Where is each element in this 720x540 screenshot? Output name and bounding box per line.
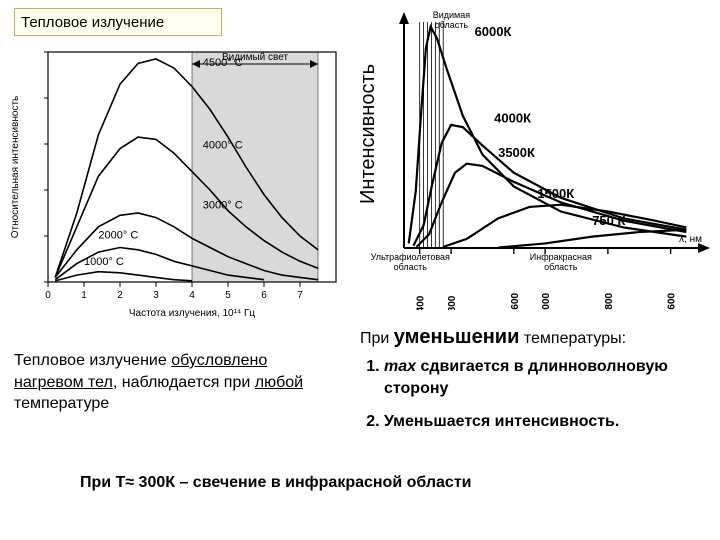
svg-text:2800: 2800 xyxy=(604,292,615,310)
svg-text:6000К: 6000К xyxy=(475,24,512,39)
svg-text:область: область xyxy=(544,262,578,272)
svg-text:4000К: 4000К xyxy=(494,111,531,126)
svg-text:1: 1 xyxy=(81,290,87,301)
list-item-2-t: Уменьшается интенсивность. xyxy=(384,413,619,430)
svg-text:4000° C: 4000° C xyxy=(203,140,243,152)
svg-text:3600: 3600 xyxy=(667,292,678,310)
slide-title: Тепловое излучение xyxy=(14,8,222,36)
para-left-suffix: температуре xyxy=(14,395,109,412)
para-left: Тепловое излучение обусловлено нагревом … xyxy=(14,350,334,415)
svg-text:3500К: 3500К xyxy=(498,145,535,160)
svg-text:Частота излучения, 10¹⁴ Гц: Частота излучения, 10¹⁴ Гц xyxy=(129,308,256,319)
right-heading-pre: При xyxy=(360,330,394,347)
right-list: max сдвигается в длинноволновую сторону … xyxy=(360,356,710,445)
right-heading-big: уменьшении xyxy=(394,326,520,348)
svg-text:Видимая: Видимая xyxy=(433,10,471,20)
svg-text:область: область xyxy=(394,262,428,272)
bottom-line: При Т≈ 300К – свечение в инфракрасной об… xyxy=(80,472,680,494)
svg-text:2000: 2000 xyxy=(541,292,552,310)
svg-text:0: 0 xyxy=(45,290,51,301)
svg-text:область: область xyxy=(435,20,469,30)
svg-text:Ультрафиолетовая: Ультрафиолетовая xyxy=(371,252,450,262)
para-left-u2: любой xyxy=(255,374,303,391)
svg-text:Интенсивность: Интенсивность xyxy=(357,64,379,204)
right-heading: При уменьшении температуры: xyxy=(360,324,710,351)
svg-text:3: 3 xyxy=(153,290,159,301)
list-item-1: max сдвигается в длинноволновую сторону xyxy=(384,356,710,399)
svg-text:400: 400 xyxy=(416,295,427,310)
svg-text:2000° C: 2000° C xyxy=(98,229,138,241)
svg-text:Инфракрасная: Инфракрасная xyxy=(530,252,592,262)
svg-text:1600: 1600 xyxy=(510,292,521,310)
slide-title-text: Тепловое излучение xyxy=(21,14,164,31)
right-chart: ВидимаяобластьУльтрафиолетоваяобластьИнф… xyxy=(350,8,712,310)
svg-text:1000° C: 1000° C xyxy=(84,256,124,268)
list-item-2: Уменьшается интенсивность. xyxy=(384,411,710,433)
list-item-1-t: сдвигается в длинноволновую сторону xyxy=(384,358,668,397)
svg-text:7: 7 xyxy=(297,290,303,301)
svg-text:6: 6 xyxy=(261,290,267,301)
svg-text:5: 5 xyxy=(225,290,231,301)
svg-text:Относительная интенсивность: Относительная интенсивность xyxy=(10,96,21,238)
svg-text:4: 4 xyxy=(189,290,195,301)
svg-text:1500К: 1500К xyxy=(537,186,574,201)
svg-text:λ, нм: λ, нм xyxy=(679,234,702,245)
para-left-prefix: Тепловое излучение xyxy=(14,352,171,369)
svg-text:3000° C: 3000° C xyxy=(203,199,243,211)
bottom-line-text: При Т≈ 300К – свечение в инфракрасной об… xyxy=(80,474,472,491)
list-item-1-b: max xyxy=(384,358,416,375)
svg-text:2: 2 xyxy=(117,290,123,301)
svg-text:750 К: 750 К xyxy=(592,213,625,228)
svg-text:4500° C: 4500° C xyxy=(203,57,243,69)
para-left-mid: , наблюдается при xyxy=(113,374,255,391)
left-chart: Видимый свет012345674500° C4000° C3000° … xyxy=(4,42,344,322)
right-heading-post: температуры: xyxy=(519,330,626,347)
svg-text:800: 800 xyxy=(447,295,458,310)
